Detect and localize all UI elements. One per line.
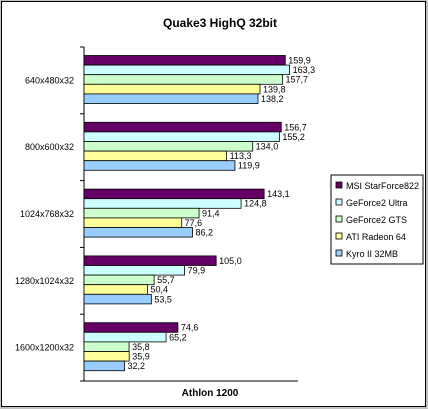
legend-label: GeForce2 GTS [346, 215, 407, 225]
legend-swatch [335, 215, 343, 223]
data-label: 156,7 [284, 122, 307, 132]
data-label: 32,2 [128, 361, 146, 371]
legend-swatch [335, 198, 343, 206]
data-label: 35,8 [132, 342, 150, 352]
legend-swatch [335, 249, 343, 257]
bar [83, 93, 259, 104]
bar [83, 131, 280, 142]
bar [83, 121, 282, 133]
data-label: 163,3 [293, 65, 316, 75]
bar [83, 217, 183, 228]
bar [83, 150, 228, 162]
data-label: 138,2 [261, 94, 284, 104]
legend-label: Kyro II 32MB [346, 249, 398, 259]
bar [83, 141, 254, 152]
bar [83, 55, 286, 66]
bar [83, 265, 185, 276]
category-label: 1280x1024x32 [15, 276, 74, 286]
chart-title: Quake3 HighQ 32bit [163, 16, 277, 30]
data-label: 79,9 [188, 266, 206, 276]
data-label: 55,7 [157, 275, 175, 285]
data-label: 134,0 [256, 142, 279, 152]
data-label: 86,2 [196, 228, 214, 238]
data-label: 119,9 [238, 161, 260, 171]
bar [83, 284, 148, 295]
bar [83, 74, 283, 85]
data-label: 155,2 [282, 132, 305, 142]
data-label: 143,1 [267, 189, 290, 199]
bar [83, 64, 290, 76]
data-label: 113,3 [230, 151, 252, 161]
data-label: 139,8 [263, 84, 286, 94]
bar [83, 322, 179, 333]
bar [83, 274, 155, 286]
data-label: 91,4 [202, 208, 220, 218]
category-label: 640x480x32 [25, 75, 74, 85]
data-label: 74,6 [181, 323, 199, 333]
bar [83, 331, 167, 343]
data-label: 53,5 [154, 294, 172, 304]
legend-label: MSI StarForce822 [346, 181, 419, 191]
data-label: 105,0 [219, 256, 242, 266]
legend: MSI StarForce822 GeForce2 Ultra GeForce2 G… [330, 174, 424, 265]
data-label: 77,6 [185, 218, 203, 228]
data-label: 157,7 [286, 75, 309, 85]
bar [83, 83, 261, 95]
bar [83, 198, 242, 209]
data-label: 35,9 [132, 352, 150, 362]
bar [83, 351, 130, 362]
data-label: 159,9 [288, 56, 311, 66]
bar [83, 160, 236, 171]
x-axis-label: Athlon 1200 [182, 388, 239, 399]
bar [83, 255, 217, 266]
category-label: 800x600x32 [25, 142, 74, 152]
data-label: 124,8 [244, 199, 267, 209]
category-label: 1600x1200x32 [15, 343, 74, 353]
legend-box [330, 174, 424, 265]
data-label: 50,4 [150, 285, 168, 295]
category-label: 1024x768x32 [20, 209, 74, 219]
legend-label: ATI Radeon 64 [346, 232, 406, 242]
legend-swatch [335, 181, 343, 189]
bar [83, 341, 130, 352]
data-label: 65,2 [169, 332, 187, 342]
bar [83, 360, 125, 372]
legend-swatch [335, 232, 343, 240]
bar [83, 293, 152, 305]
bar [83, 188, 265, 200]
bar [83, 227, 193, 238]
legend-label: GeForce2 Ultra [346, 198, 408, 208]
bar [83, 207, 200, 219]
